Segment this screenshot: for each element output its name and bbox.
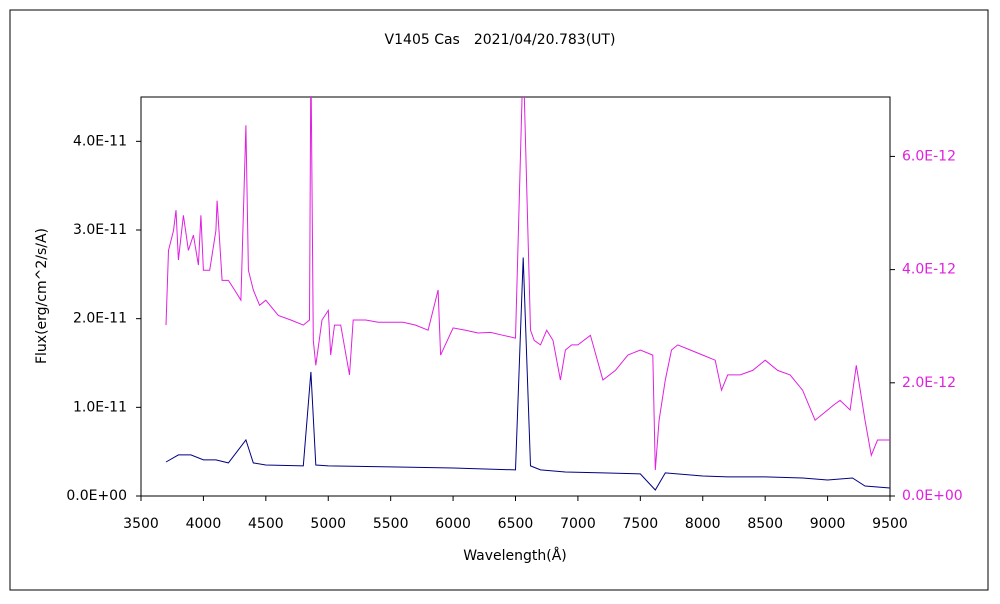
y2-tick-label: 0.0E+00 — [902, 488, 963, 504]
x-tick-label: 3500 — [123, 516, 159, 532]
x-tick-label: 6500 — [498, 516, 534, 532]
y2-tick-label: 2.0E-12 — [902, 375, 956, 391]
y-tick-label: 4.0E-11 — [73, 133, 127, 149]
series-line — [165, 97, 890, 471]
y-tick-label: 1.0E-11 — [73, 399, 127, 415]
frame — [9, 9, 989, 591]
x-tick-label: 6000 — [435, 516, 471, 532]
y-axis-label: Flux(erg/cm^2/s/A) — [34, 228, 50, 364]
y2-tick-label: 6.0E-12 — [902, 148, 956, 164]
x-tick-label: 9000 — [810, 516, 846, 532]
x-tick-label: 5500 — [373, 516, 409, 532]
x-axis-label: Wavelength(Å) — [463, 547, 567, 564]
series-line — [165, 257, 890, 491]
y-tick-label: 3.0E-11 — [73, 222, 127, 238]
y-tick-label: 2.0E-11 — [73, 311, 127, 327]
x-tick-label: 7500 — [623, 516, 659, 532]
x-tick-label: 8500 — [747, 516, 783, 532]
y2-tick-label: 4.0E-12 — [902, 262, 956, 278]
x-tick-label: 8000 — [685, 516, 721, 532]
x-tick-label: 4000 — [186, 516, 222, 532]
y-tick-label: 0.0E+00 — [66, 488, 127, 504]
chart-title: V1405 Cas 2021/04/20.783(UT) — [385, 32, 616, 48]
x-tick-label: 5000 — [310, 516, 346, 532]
x-tick-label: 4500 — [248, 516, 284, 532]
x-tick-label: 9500 — [872, 516, 908, 532]
x-tick-label: 7000 — [560, 516, 596, 532]
